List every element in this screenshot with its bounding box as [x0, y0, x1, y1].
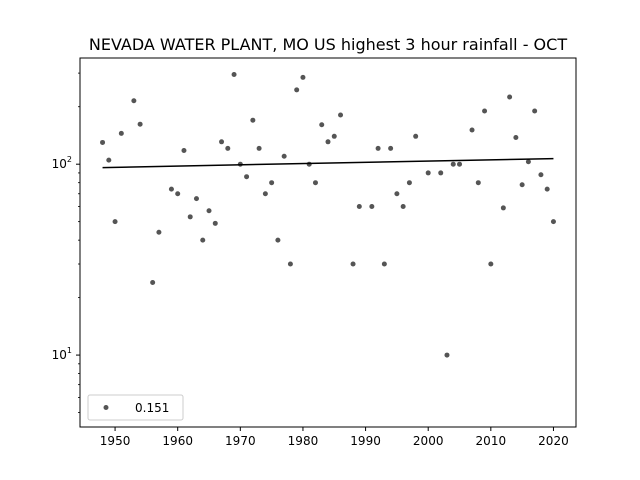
data-point — [482, 108, 488, 114]
y-axis: 101 102 — [52, 72, 80, 413]
data-point — [538, 172, 544, 178]
x-tick-label: 2000 — [413, 434, 444, 448]
data-point — [532, 108, 538, 114]
data-point — [231, 72, 237, 78]
data-point — [168, 186, 174, 192]
data-point — [369, 204, 375, 210]
x-axis: 1950 1960 1970 1980 1990 2000 2010 2020 — [100, 427, 569, 448]
data-point — [106, 157, 112, 163]
data-point — [112, 219, 118, 225]
data-point — [281, 153, 287, 159]
data-point — [488, 261, 494, 267]
data-point — [394, 191, 400, 197]
x-tick-label: 1970 — [225, 434, 256, 448]
data-point — [475, 180, 481, 186]
data-point — [413, 133, 419, 139]
data-point — [244, 174, 250, 180]
data-point — [131, 98, 137, 104]
data-point — [319, 122, 325, 128]
data-point — [100, 139, 106, 145]
data-point — [507, 94, 513, 100]
x-tick-label: 2010 — [476, 434, 507, 448]
data-point — [256, 145, 262, 151]
data-point — [294, 87, 300, 93]
data-point — [350, 261, 356, 267]
x-tick-label: 1960 — [162, 434, 193, 448]
data-point — [200, 237, 206, 243]
y-tick-label: 101 — [52, 346, 72, 362]
data-point — [219, 139, 225, 145]
data-point — [438, 170, 444, 176]
x-tick-label: 2020 — [538, 434, 569, 448]
data-point — [519, 182, 525, 188]
data-point — [137, 121, 143, 127]
data-point — [250, 117, 256, 123]
x-tick-label: 1990 — [350, 434, 381, 448]
data-point — [338, 112, 344, 118]
data-point — [181, 147, 187, 153]
data-point — [469, 127, 475, 133]
plot-frame — [79, 57, 577, 428]
legend: 0.151 — [87, 394, 184, 421]
data-point — [356, 204, 362, 210]
data-point — [375, 145, 381, 151]
data-point — [269, 180, 275, 186]
x-tick-label: 1980 — [288, 434, 319, 448]
data-point — [450, 161, 456, 167]
data-point — [381, 261, 387, 267]
plot-area — [100, 72, 556, 400]
data-point — [500, 205, 506, 211]
data-point — [150, 280, 156, 285]
data-point — [525, 159, 531, 165]
data-point — [325, 139, 331, 145]
data-point — [262, 191, 268, 197]
chart-title: NEVADA WATER PLANT, MO US highest 3 hour… — [89, 35, 567, 54]
data-point — [312, 180, 318, 186]
data-point — [513, 134, 519, 140]
data-point — [275, 237, 281, 243]
legend-marker — [103, 405, 109, 410]
legend-frame — [87, 394, 184, 421]
data-point — [400, 204, 406, 210]
data-point — [175, 191, 181, 197]
data-point — [406, 180, 412, 186]
data-point — [193, 196, 199, 202]
data-point — [206, 208, 212, 214]
legend-label: 0.151 — [135, 401, 169, 415]
data-point — [118, 130, 124, 136]
x-tick-label: 1950 — [100, 434, 131, 448]
data-point — [388, 145, 394, 151]
data-point — [544, 186, 550, 192]
data-point — [331, 133, 337, 139]
data-point — [225, 145, 231, 151]
data-point — [187, 214, 193, 220]
data-point — [550, 219, 556, 225]
data-point — [425, 170, 431, 176]
y-tick-label: 102 — [52, 155, 72, 171]
data-point — [212, 220, 218, 226]
trend-line — [102, 157, 554, 169]
data-point — [457, 161, 463, 167]
data-point — [156, 229, 162, 235]
data-point — [287, 261, 293, 267]
data-point — [444, 352, 450, 358]
data-point — [300, 74, 306, 80]
